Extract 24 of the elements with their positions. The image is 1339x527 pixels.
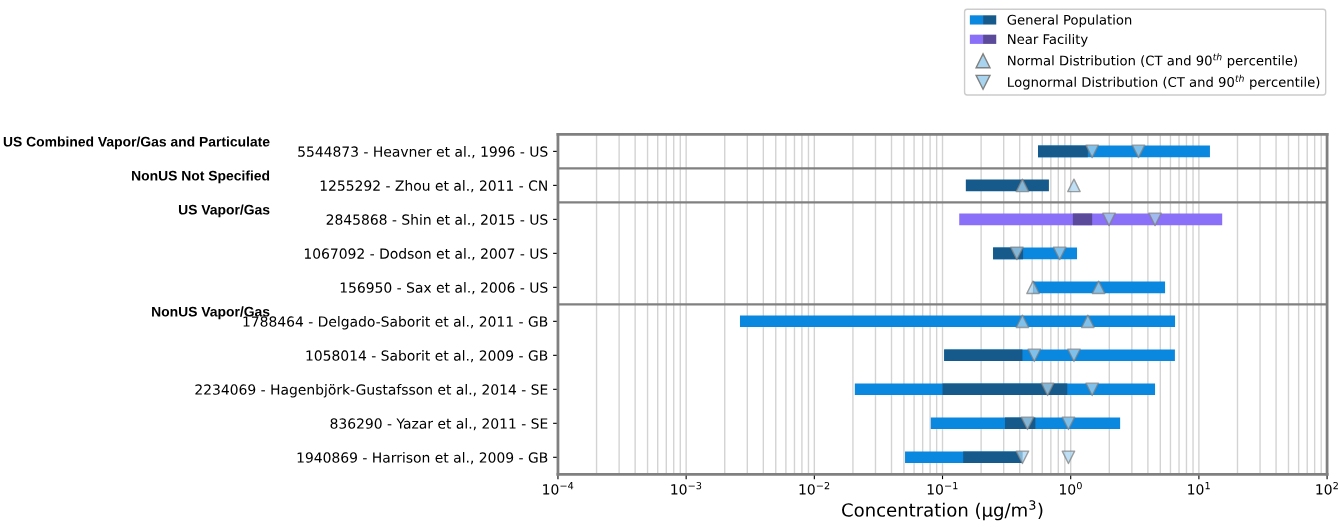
x-tick-label: 10$^{−4}$	[543, 482, 574, 495]
x-tick-label: 10$^{−3}$	[671, 481, 702, 495]
x-tick-label: 10$^{−1}$	[927, 482, 958, 495]
y-tick-label: 2845868 - Shin et al., 2015 - US	[326, 214, 548, 227]
y-tick-label: 156950 - Sax et al., 2006 - US	[340, 282, 548, 295]
legend-label: Lognormal Distribution (CT and 90$^{th}$ percentile)	[1008, 74, 1320, 90]
text: US Combined Vapor/Gas and Particulate	[3, 136, 270, 150]
x-tick-label: 10$^{0}$	[1060, 481, 1082, 495]
y-tick-label: 836290 - Yazar et al., 2011 - SE	[330, 418, 548, 431]
y-tick-label: 2234069 - Hagenbjörk-Gustafsson et al., 2014 - SE	[195, 384, 548, 398]
text: US Vapor/Gas	[178, 204, 270, 218]
y-tick-label: 5544873 - Heavner et al., 1996 - US	[298, 146, 548, 159]
x-tick-label: 10$^{2}$	[1316, 481, 1338, 495]
text: NonUS Not Specified	[132, 170, 270, 184]
y-tick-label: 1058014 - Saborit et al., 2009 - GB	[306, 350, 548, 363]
x-tick-label: 10$^{1}$	[1188, 482, 1210, 495]
x-tick-label: 10$^{−2}$	[799, 481, 830, 495]
legend-label: Near Facility	[1008, 33, 1088, 47]
y-tick-label: 1067092 - Dodson et al., 2007 - US	[304, 248, 548, 261]
legend-label: Normal Distribution (CT and 90$^{th}$ percentile)	[1008, 53, 1297, 69]
y-tick-label: 1255292 - Zhou et al., 2011 - CN	[320, 180, 547, 193]
x-axis-title: Concentration (µg/m$^{3}$)	[842, 500, 1043, 521]
legend-label: General Population	[1007, 14, 1132, 28]
y-tick-label: 1940869 - Harrison et al., 2009 - GB	[297, 452, 548, 465]
